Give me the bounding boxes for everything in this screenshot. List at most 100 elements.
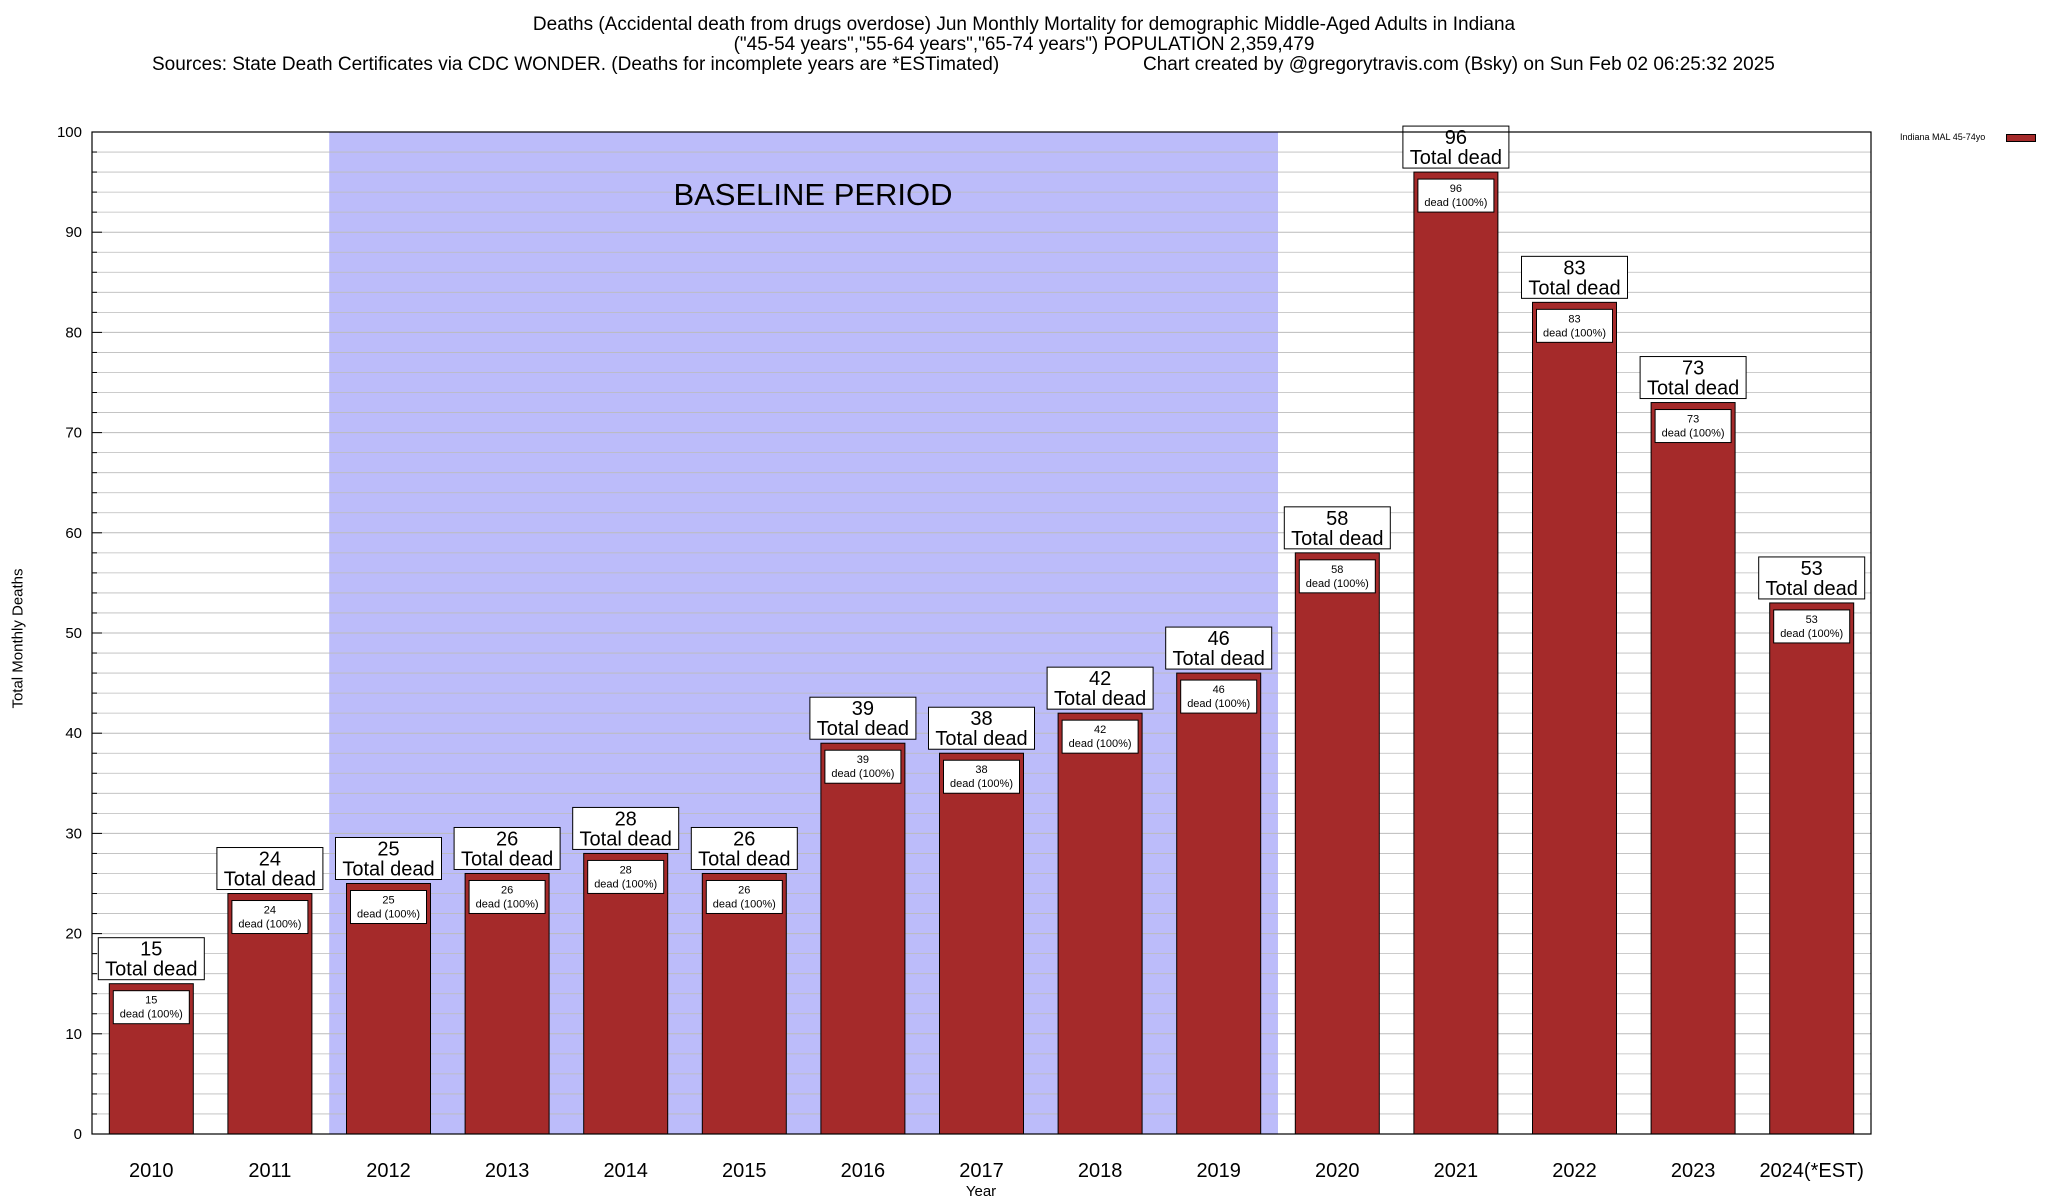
bar-total-text: Total dead (1766, 578, 1858, 600)
bar-total-value: 28 (615, 808, 637, 830)
x-tick-label: 2011 (248, 1160, 291, 1182)
bar-total-value: 25 (377, 839, 399, 861)
bar-total-value: 26 (496, 828, 518, 850)
bar-total-label-box (928, 706, 1035, 750)
bar (1769, 602, 1855, 1135)
bar-total-text: Total dead (1173, 648, 1265, 670)
x-tick-label: 2019 (1196, 1160, 1241, 1182)
bar-inner-percent: dead (100%) (713, 898, 776, 910)
bar-total-label-box (572, 806, 680, 850)
baseline-period-label: BASELINE PERIOD (673, 177, 952, 212)
bar (820, 742, 906, 1135)
bar-total-value: 15 (140, 939, 162, 961)
bar-inner-percent: dead (100%) (1424, 197, 1487, 209)
bar-total-value: 58 (1326, 508, 1348, 530)
y-tick-label: 10 (65, 1026, 82, 1043)
bar-inner-percent: dead (100%) (1780, 628, 1843, 640)
bar-inner-label-box (943, 759, 1020, 794)
x-tick-label: 2020 (1315, 1160, 1360, 1182)
bar-total-label-box (1283, 506, 1391, 550)
bar (701, 872, 787, 1135)
bar-total-value: 73 (1682, 358, 1704, 380)
bar-total-text: Total dead (224, 869, 316, 891)
bar-inner-percent: dead (100%) (1187, 698, 1250, 710)
chart-title-line-3-right: Chart created by @gregorytravis.com (Bsk… (1143, 54, 1775, 75)
bar-inner-percent: dead (100%) (120, 1009, 183, 1021)
y-tick-label: 60 (65, 525, 82, 542)
bar-total-label-box (1165, 626, 1273, 670)
bar-inner-value: 58 (1331, 564, 1343, 576)
y-tick-label: 0 (74, 1126, 82, 1143)
bar-inner-value: 26 (501, 884, 513, 896)
bar-inner-percent: dead (100%) (950, 778, 1013, 790)
bar-total-label-box (216, 847, 324, 891)
bar-total-label-box (1046, 666, 1154, 710)
bar-total-label-box (1758, 556, 1866, 600)
bar-total-label-box (1521, 255, 1628, 299)
x-tick-label: 2016 (841, 1160, 886, 1182)
bar-total-text: Total dead (580, 828, 672, 850)
bar (1650, 402, 1736, 1135)
bar-total-value: 24 (259, 849, 281, 871)
y-tick-label: 70 (65, 425, 82, 442)
x-tick-label: 2010 (129, 1160, 174, 1182)
x-axis-label: Year (966, 1183, 996, 1200)
bar-total-text: Total dead (105, 959, 197, 981)
bar-inner-value: 24 (264, 905, 276, 917)
x-tick-label: 2012 (366, 1160, 411, 1182)
bar-inner-label-box (1536, 308, 1613, 343)
bar (939, 752, 1024, 1135)
x-tick-label: 2018 (1078, 1160, 1123, 1182)
bar (464, 872, 550, 1135)
bar-inner-label-box (112, 990, 190, 1025)
bar-total-label-box (97, 937, 205, 981)
bar (346, 883, 431, 1135)
bar-inner-label-box (1180, 679, 1258, 714)
bar-inner-label-box (587, 859, 665, 894)
bar-inner-value: 39 (857, 754, 869, 766)
bar-total-label-box (1402, 125, 1510, 169)
bar-total-value: 53 (1801, 558, 1823, 580)
x-tick-label: 2015 (722, 1160, 767, 1182)
bar-total-value: 46 (1208, 628, 1230, 650)
bar-total-label-box (1639, 356, 1747, 400)
x-tick-label: 2024(*EST) (1759, 1160, 1864, 1182)
bar-total-value: 83 (1563, 257, 1585, 279)
bar-inner-percent: dead (100%) (1662, 428, 1725, 440)
bar-inner-percent: dead (100%) (831, 768, 894, 780)
bar-inner-percent: dead (100%) (357, 909, 420, 921)
bar-inner-value: 73 (1687, 414, 1699, 426)
bar-inner-value: 83 (1568, 313, 1580, 325)
y-tick-label: 40 (65, 725, 82, 742)
bar-inner-label-box (231, 900, 309, 935)
bar-inner-value: 25 (382, 895, 394, 907)
legend-swatch (2006, 134, 2036, 142)
x-tick-label: 2022 (1552, 1160, 1597, 1182)
bar-total-label-box (335, 837, 442, 880)
bar (1057, 712, 1143, 1135)
bar-total-text: Total dead (342, 859, 434, 881)
bar-inner-percent: dead (100%) (1069, 738, 1132, 750)
bar-inner-value: 53 (1806, 614, 1818, 626)
y-tick-label: 20 (65, 926, 82, 943)
bar-total-value: 96 (1445, 127, 1467, 149)
bar-total-text: Total dead (1647, 378, 1739, 400)
x-tick-label: 2017 (959, 1160, 1004, 1182)
bar-total-label-box (690, 826, 798, 870)
bar-inner-label-box (824, 749, 902, 784)
x-tick-label: 2023 (1671, 1160, 1716, 1182)
chart-title-line-2: ("45-54 years","55-64 years","65-74 year… (733, 34, 1315, 55)
chart-title-line-3-left: Sources: State Death Certificates via CD… (152, 54, 1000, 75)
bar-inner-percent: dead (100%) (1543, 327, 1606, 339)
bar-inner-label-box (1061, 719, 1139, 754)
bar-inner-value: 26 (738, 884, 750, 896)
bar-total-value: 39 (852, 698, 874, 720)
bar-total-text: Total dead (1410, 147, 1502, 169)
bar-inner-label-box (705, 879, 783, 914)
bar-total-value: 26 (733, 828, 755, 850)
bar-total-text: Total dead (817, 718, 909, 740)
chart-title-line-1: Deaths (Accidental death from drugs over… (532, 14, 1516, 35)
x-tick-label: 2021 (1434, 1160, 1479, 1182)
x-tick-label: 2013 (485, 1160, 530, 1182)
